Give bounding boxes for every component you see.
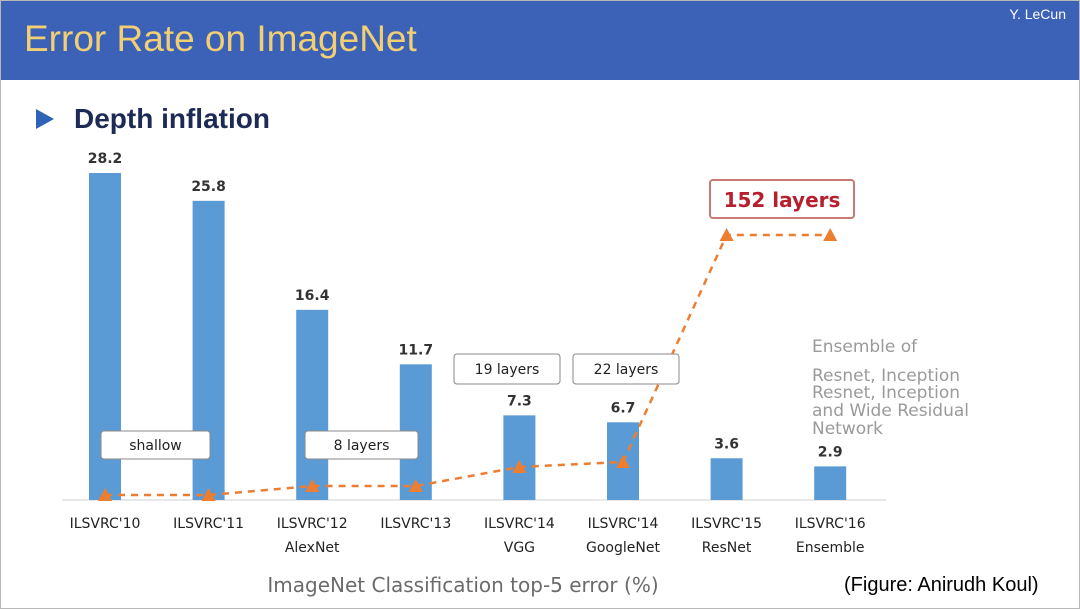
value-label-5: 6.7: [611, 400, 636, 416]
depth-marker-1: [201, 488, 216, 501]
annotation-text-1: 8 layers: [334, 438, 390, 454]
annotation-box-2: [453, 353, 561, 385]
bullet-heading-text: Depth inflation: [74, 103, 270, 134]
bar-4: [503, 415, 536, 500]
ensemble-note-line-3: and Wide Residual: [812, 401, 969, 421]
depth-marker-0: [98, 488, 112, 501]
value-label-6: 3.6: [714, 436, 739, 452]
tick-label-6: ILSVRC'15: [691, 516, 762, 532]
ensemble-note-line-0: Ensemble of: [812, 337, 918, 357]
bullet-heading: Depth inflation: [36, 103, 270, 135]
bar-2: [296, 309, 329, 500]
tick-sublabel-4: VGG: [504, 540, 535, 556]
value-label-2: 16.4: [295, 288, 330, 304]
tick-sublabel-2: AlexNet: [285, 540, 340, 556]
bullet-arrow-icon: [36, 109, 54, 129]
annotation-text-3: 22 layers: [594, 362, 659, 378]
value-label-7: 2.9: [818, 444, 843, 460]
depth-marker-4: [512, 460, 527, 473]
tick-label-4: ILSVRC'14: [484, 516, 555, 532]
value-label-4: 7.3: [507, 393, 532, 409]
tick-label-5: ILSVRC'14: [588, 516, 659, 532]
annotation-text-2: 19 layers: [475, 362, 540, 378]
value-label-1: 25.8: [191, 179, 226, 195]
x-axis-title: ImageNet Classification top-5 error (%): [267, 573, 658, 597]
depth-marker-7: [823, 228, 838, 241]
author-label: Y. LeCun: [1009, 6, 1066, 22]
annotation-box-152: [709, 179, 855, 219]
bar-7: [814, 466, 847, 500]
bar-6: [710, 458, 743, 500]
tick-sublabel-6: ResNet: [702, 540, 752, 556]
value-label-3: 11.7: [399, 342, 434, 358]
annotation-box-1: [304, 430, 419, 460]
ensemble-note-line-2: Resnet, Inception: [812, 383, 960, 403]
depth-trend-line: [105, 233, 831, 497]
ensemble-note-line-4: Network: [812, 419, 883, 439]
tick-label-2: ILSVRC'12: [277, 516, 348, 532]
tick-label-1: ILSVRC'11: [173, 516, 244, 532]
tick-sublabel-7: Ensemble: [796, 540, 865, 556]
depth-marker-2: [305, 479, 320, 492]
figure-credit: (Figure: Anirudh Koul): [844, 574, 1039, 596]
annotation-box-3: [572, 353, 680, 385]
tick-label-3: ILSVRC'13: [380, 516, 451, 532]
tick-sublabel-5: GoogleNet: [586, 540, 660, 556]
tick-label-7: ILSVRC'16: [795, 516, 866, 532]
tick-label-0: ILSVRC'10: [70, 516, 141, 532]
annotation-text-152: 152 layers: [724, 188, 841, 212]
depth-marker-5: [616, 455, 630, 468]
annotation-box-0: [100, 430, 211, 460]
depth-marker-3: [408, 479, 423, 492]
value-label-0: 28.2: [88, 151, 123, 167]
ensemble-note-line-1: Resnet, Inception: [812, 366, 960, 386]
header-bar: Error Rate on ImageNet Y. LeCun: [0, 0, 1080, 80]
depth-marker-6: [719, 228, 734, 241]
slide-title: Error Rate on ImageNet: [24, 18, 417, 59]
annotation-text-0: shallow: [129, 438, 182, 454]
